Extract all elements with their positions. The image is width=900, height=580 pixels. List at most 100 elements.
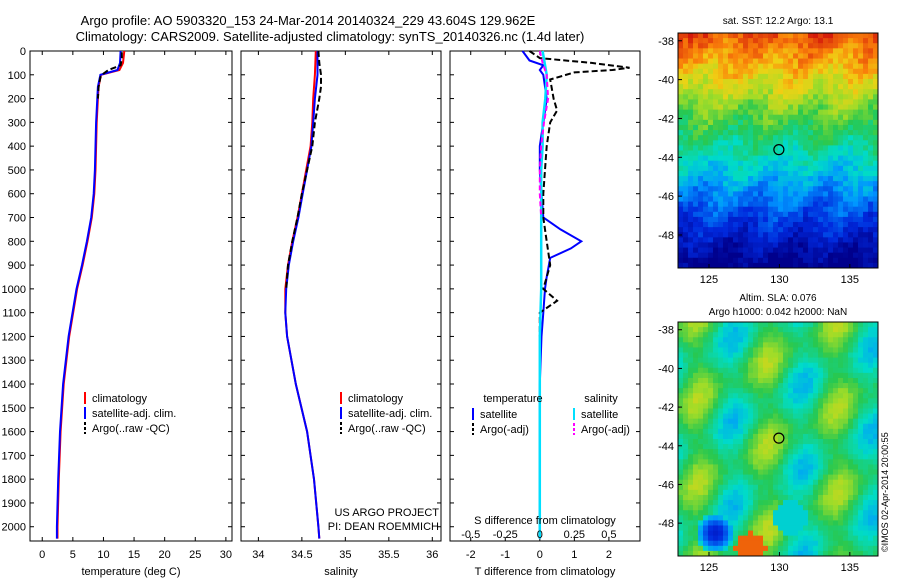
map-cell bbox=[838, 383, 844, 389]
map-cell bbox=[798, 540, 804, 547]
map-cell bbox=[688, 196, 694, 202]
map-cell bbox=[798, 403, 804, 409]
map-cell bbox=[848, 124, 854, 131]
map-cell bbox=[783, 388, 789, 394]
map-cell bbox=[798, 247, 804, 254]
map-cell bbox=[773, 444, 779, 450]
x-tick-label: 35.5 bbox=[378, 549, 399, 561]
map-cell bbox=[863, 232, 869, 238]
map-cell bbox=[813, 357, 819, 364]
map-cell bbox=[733, 545, 739, 552]
map-cell bbox=[813, 403, 819, 409]
map-cell bbox=[708, 170, 714, 177]
map-cell bbox=[713, 352, 719, 359]
map-cell bbox=[758, 89, 764, 95]
map-title: Altim. SLA: 0.076 bbox=[739, 293, 817, 304]
map-cell bbox=[703, 372, 709, 379]
map-cell bbox=[853, 489, 859, 496]
map-cell bbox=[723, 454, 729, 460]
map-cell bbox=[823, 439, 829, 445]
map-cell bbox=[693, 383, 699, 389]
map-cell bbox=[858, 367, 864, 374]
map-cell bbox=[803, 104, 809, 111]
map-cell bbox=[768, 540, 774, 547]
map-cell bbox=[853, 262, 859, 269]
map-cell bbox=[728, 181, 734, 187]
map-cell bbox=[688, 413, 694, 420]
map-cell bbox=[708, 119, 714, 126]
map-cell bbox=[678, 550, 684, 557]
map-cell bbox=[818, 367, 824, 374]
map-cell bbox=[858, 383, 864, 389]
map-cell bbox=[708, 109, 714, 116]
map-cell bbox=[828, 469, 834, 476]
map-cell bbox=[738, 104, 744, 111]
map-cell bbox=[818, 227, 824, 233]
map-cell bbox=[698, 545, 704, 552]
map-cell bbox=[778, 352, 784, 359]
map-cell bbox=[833, 464, 839, 470]
map-cell bbox=[753, 114, 759, 121]
map-cell bbox=[873, 510, 879, 516]
map-cell bbox=[748, 510, 754, 516]
map-cell bbox=[803, 403, 809, 409]
map-cell bbox=[763, 165, 769, 172]
map-cell bbox=[818, 510, 824, 516]
map-cell bbox=[693, 232, 699, 238]
map-cell bbox=[793, 383, 799, 389]
map-cell bbox=[688, 545, 694, 552]
map-cell bbox=[708, 99, 714, 105]
map-cell bbox=[823, 525, 829, 531]
map-cell bbox=[748, 550, 754, 557]
map-cell bbox=[703, 418, 709, 425]
legend-title: temperature bbox=[483, 393, 542, 405]
map-cell bbox=[678, 252, 684, 259]
map-cell bbox=[718, 206, 724, 213]
map-cell bbox=[738, 372, 744, 379]
map-cell bbox=[783, 68, 789, 75]
map-cell bbox=[863, 372, 869, 379]
map-cell bbox=[788, 94, 794, 100]
map-cell bbox=[748, 408, 754, 414]
map-cell bbox=[858, 119, 864, 126]
map-cell bbox=[778, 550, 784, 557]
map-cell bbox=[763, 78, 769, 85]
map-cell bbox=[773, 135, 779, 141]
map-cell bbox=[828, 242, 834, 248]
map-cell bbox=[768, 439, 774, 445]
map-cell bbox=[743, 398, 749, 404]
map-cell bbox=[828, 140, 834, 146]
map-cell bbox=[763, 124, 769, 131]
map-cell bbox=[803, 257, 809, 264]
map-cell bbox=[803, 484, 809, 491]
map-cell bbox=[843, 545, 849, 552]
map-cell bbox=[848, 469, 854, 476]
map-cell bbox=[793, 165, 799, 172]
map-cell bbox=[708, 418, 714, 425]
map-cell bbox=[773, 94, 779, 100]
map-cell bbox=[763, 155, 769, 162]
map-cell bbox=[868, 247, 874, 254]
y-tick-label: 1200 bbox=[2, 331, 26, 343]
map-cell bbox=[803, 211, 809, 218]
map-cell bbox=[683, 48, 689, 54]
map-cell bbox=[678, 58, 684, 65]
map-cell bbox=[793, 428, 799, 435]
map-cell bbox=[778, 140, 784, 146]
map-cell bbox=[873, 332, 879, 338]
map-cell bbox=[853, 439, 859, 445]
map-cell bbox=[803, 196, 809, 202]
map-cell bbox=[828, 444, 834, 450]
map-cell bbox=[818, 428, 824, 435]
map-cell bbox=[693, 63, 699, 70]
map-cell bbox=[698, 176, 704, 182]
map-cell bbox=[683, 362, 689, 369]
map-cell bbox=[808, 242, 814, 248]
map-cell bbox=[853, 459, 859, 465]
map-cell bbox=[703, 191, 709, 197]
map-cell bbox=[798, 78, 804, 85]
map-cell bbox=[853, 383, 859, 389]
map-cell bbox=[733, 474, 739, 481]
map-cell bbox=[833, 474, 839, 481]
map-cell bbox=[683, 130, 689, 136]
